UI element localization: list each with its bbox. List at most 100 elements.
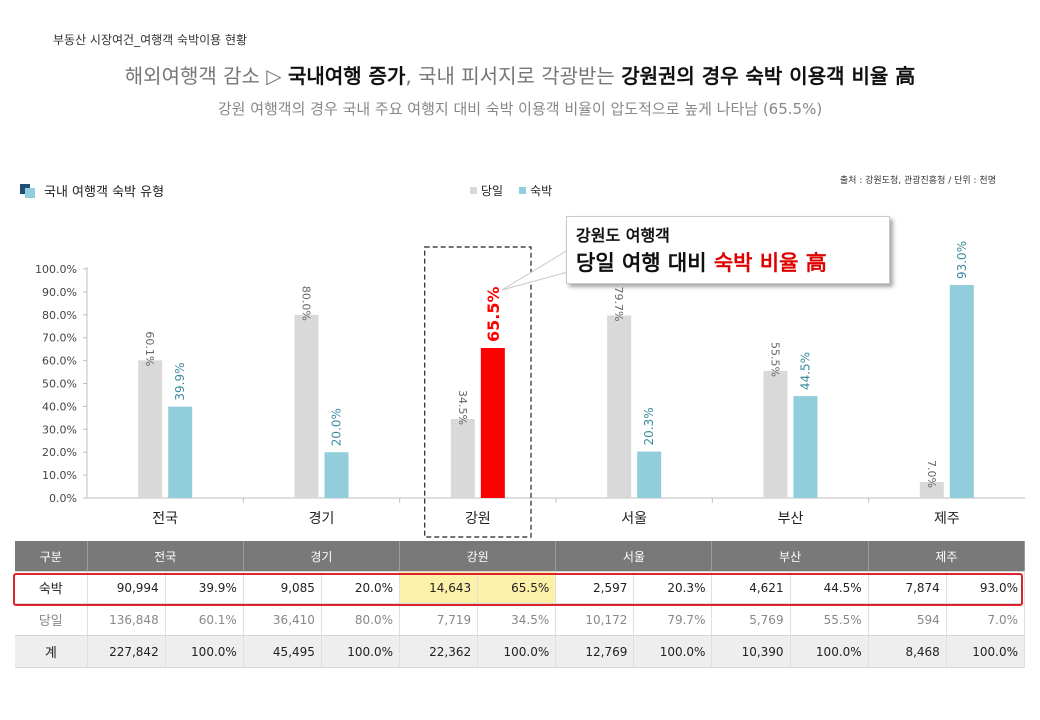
table-cell: 594 (868, 603, 947, 636)
table-cell: 93.0% (946, 571, 1026, 604)
x-category-label: 제주 (934, 511, 960, 527)
legend-label-stay: 숙박 (530, 184, 553, 198)
bar-day (919, 481, 944, 498)
y-tick-label: 90.0% (42, 286, 77, 299)
table-cell: 14,643 (399, 571, 479, 604)
bar-label-stay: 44.5% (799, 352, 813, 390)
bar-day (138, 360, 163, 498)
chart-title: 국내 여행객 숙박 유형 (20, 181, 164, 200)
table-cell: 136,848 (87, 603, 166, 636)
chart-legend: 당일 숙박 (470, 182, 552, 199)
table-cell: 100.0% (633, 635, 713, 668)
bar-day (607, 315, 632, 498)
bar-stay (949, 285, 974, 498)
bar-chart: 0.0% 10.0% 20.0% 30.0% 40.0% 50.0% 60.0% 70.0% 8… (35, 241, 1025, 538)
bar-label-stay: 93.0% (955, 241, 969, 279)
table-cell: 22,362 (399, 635, 479, 668)
bar-label-stay: 65.5% (484, 286, 503, 342)
table-cell: 36,410 (243, 603, 322, 636)
bar-stay (324, 452, 349, 498)
table-header-region: 전국 (87, 541, 244, 572)
table-cell: 9,085 (243, 571, 322, 604)
legend-item-day: 당일 (470, 182, 503, 199)
bar-stay (480, 348, 505, 498)
y-tick-label: 70.0% (42, 332, 77, 345)
table-cell: 20.3% (633, 571, 713, 604)
table-cell: 80.0% (321, 603, 401, 636)
x-category-label: 경기 (309, 511, 335, 527)
table-cell: 8,468 (868, 635, 947, 668)
y-tick-label: 100.0% (35, 263, 77, 276)
legend-swatch-day (470, 187, 477, 194)
chart-title-icon (20, 183, 35, 198)
table-cell: 45,495 (243, 635, 322, 668)
table-cell: 55.5% (790, 603, 869, 636)
table-cell: 100.0% (946, 635, 1026, 668)
bar-label-stay: 20.0% (330, 408, 344, 446)
y-tick-label: 20.0% (42, 446, 77, 459)
table-row-label: 숙박 (15, 571, 88, 604)
table-cell: 39.9% (165, 571, 244, 604)
x-category-label: 부산 (778, 511, 804, 527)
table-cell: 12,769 (555, 635, 635, 668)
y-tick-label: 80.0% (42, 309, 77, 322)
table-row-label: 계 (15, 635, 88, 668)
table-row: 계 227,842 100.0% 45,495 100.0% 22,362 100.0% 12… (15, 635, 1026, 668)
stay-row-highlight-frame (13, 573, 1023, 606)
x-category-label: 서울 (621, 511, 647, 527)
headline: 해외여행객 감소 ▷ 국내여행 증가, 국내 피서지로 각광받는 강원권의 경우… (0, 60, 1040, 89)
callout-box: 강원도 여행객 당일 여행 대비 숙박 비율 高 (566, 216, 890, 284)
table-cell: 10,390 (711, 635, 791, 668)
source-note: 출처 : 강원도청, 관광진흥청 / 단위 : 천명 (839, 176, 996, 186)
bar-label-day: 80.0% (300, 286, 313, 321)
table-cell: 100.0% (321, 635, 401, 668)
table-row-label: 당일 (15, 603, 88, 636)
callout-line2-b: 숙박 비율 高 (713, 251, 827, 275)
data-table: 구분 전국 경기 강원 서울 부산 제주 숙박 90,994 39.9% 9,085 20.0% 14,… (15, 541, 1026, 668)
y-tick-label: 30.0% (42, 423, 77, 436)
section-label: 부동산 시장여건_여행객 숙박이용 현황 (53, 33, 248, 47)
table-header-row: 구분 전국 경기 강원 서울 부산 제주 (15, 541, 1026, 572)
table-header-region: 서울 (555, 541, 713, 572)
table-cell: 7,874 (868, 571, 947, 604)
bar-label-day: 7.0% (925, 460, 938, 488)
table-cell: 10,172 (555, 603, 635, 636)
legend-label-day: 당일 (481, 184, 504, 198)
table-cell: 100.0% (165, 635, 244, 668)
headline-part3: , 국내 피서지로 각광받는 (405, 64, 622, 88)
table-header-region: 제주 (868, 541, 1026, 572)
table-header-region: 부산 (711, 541, 869, 572)
table-row: 당일 136,848 60.1% 36,410 80.0% 7,719 34.5% 10,17… (15, 603, 1026, 636)
x-category-label: 전국 (152, 511, 178, 527)
table-cell: 90,994 (87, 571, 166, 604)
table-cell: 60.1% (165, 603, 244, 636)
callout-line2-a: 당일 여행 대비 (576, 251, 714, 275)
table-cell: 34.5% (477, 603, 557, 636)
table-cell: 100.0% (790, 635, 869, 668)
y-tick-label: 50.0% (42, 378, 77, 391)
y-tick-label: 40.0% (42, 400, 77, 413)
bar-stay (793, 396, 818, 498)
table-cell: 65.5% (477, 571, 557, 604)
bar-label-stay: 20.3% (642, 407, 656, 445)
bar-label-day: 55.5% (769, 342, 782, 377)
legend-item-stay: 숙박 (519, 182, 552, 199)
table-cell: 79.7% (633, 603, 713, 636)
table-header-region: 경기 (243, 541, 401, 572)
table-header-label: 구분 (15, 541, 88, 572)
table-header-region: 강원 (399, 541, 557, 572)
table-cell: 7.0% (946, 603, 1026, 636)
table-cell: 227,842 (87, 635, 166, 668)
table-cell: 5,769 (711, 603, 791, 636)
callout-line1: 강원도 여행객 (576, 226, 670, 245)
legend-swatch-stay (519, 187, 527, 194)
table-cell: 44.5% (790, 571, 869, 604)
table-cell: 4,621 (711, 571, 791, 604)
bar-label-stay: 39.9% (173, 363, 187, 401)
headline-part2: 국내여행 증가 (288, 64, 406, 88)
table-cell: 2,597 (555, 571, 635, 604)
table-cell: 100.0% (477, 635, 557, 668)
highlight-dashed-box (424, 246, 532, 538)
y-tick-label: 60.0% (42, 355, 77, 368)
bar-day (763, 370, 788, 498)
